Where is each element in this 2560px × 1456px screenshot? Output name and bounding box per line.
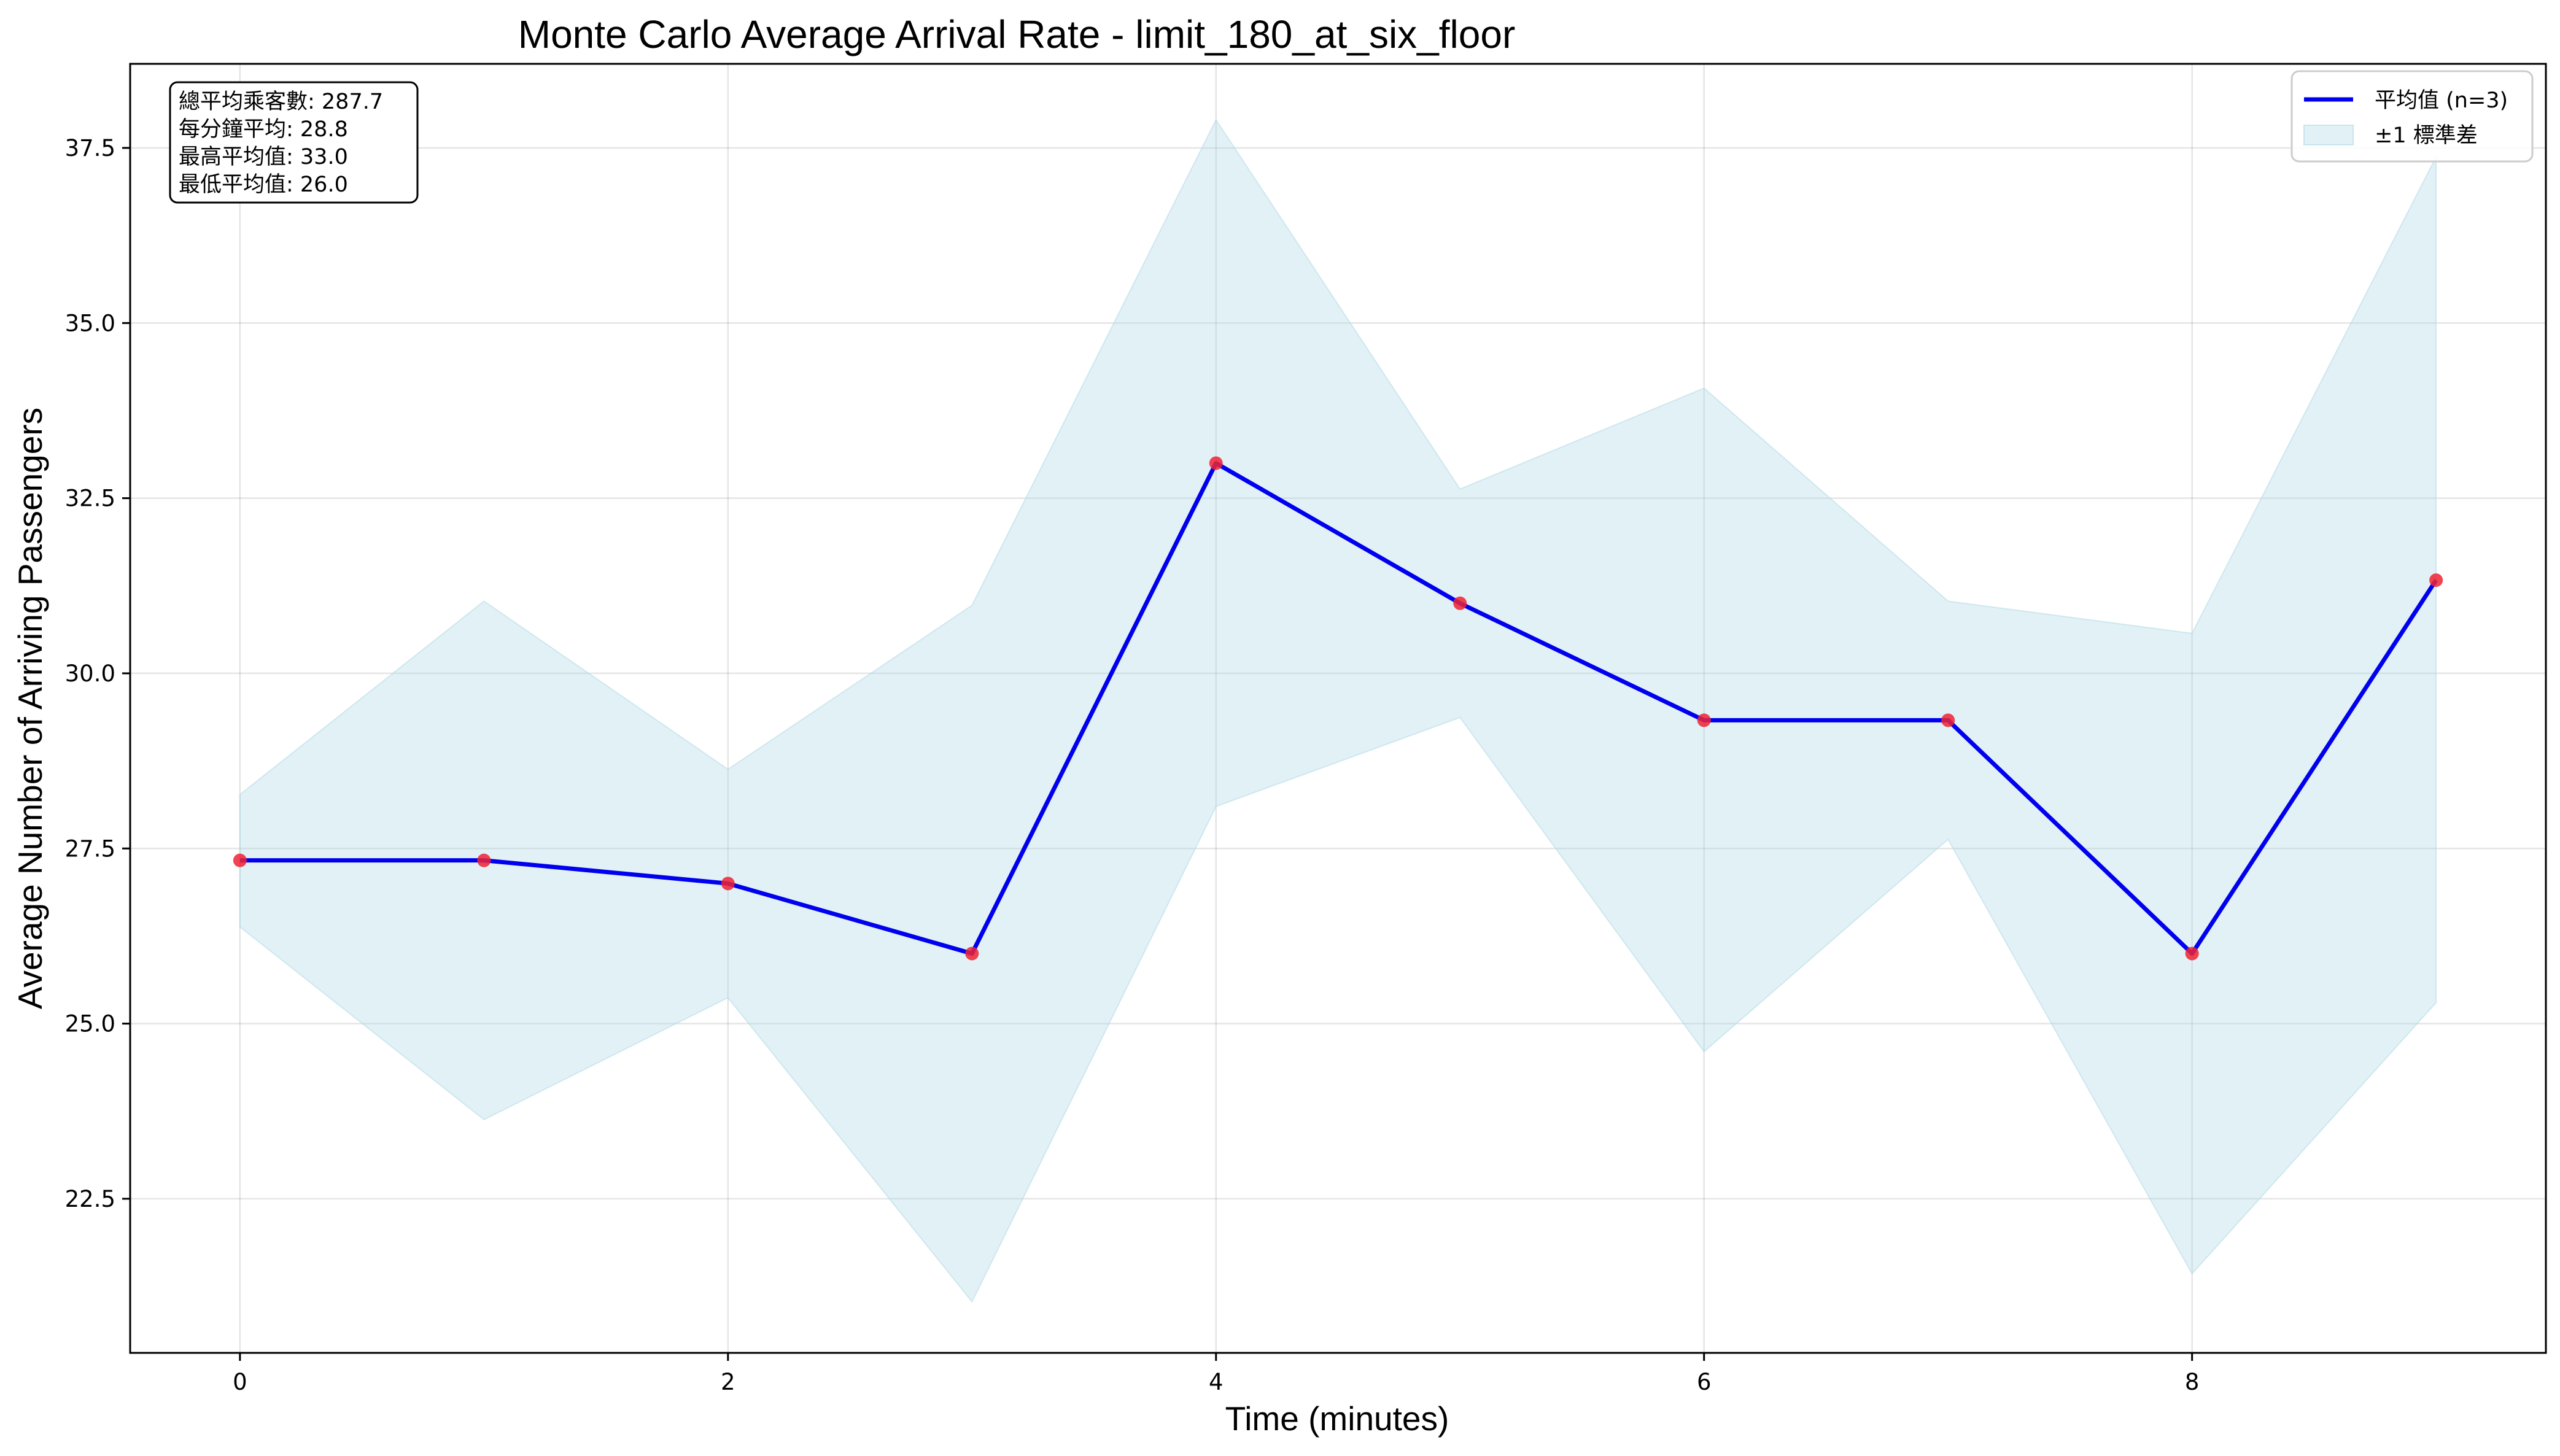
legend-label-mean: 平均值 (n=3) xyxy=(2375,88,2508,113)
mean-point xyxy=(1453,596,1467,610)
stats-box: 總平均乘客數: 287.7 每分鐘平均: 28.8 最高平均值: 33.0 最低… xyxy=(169,81,419,204)
mean-point xyxy=(2429,573,2443,587)
x-tick-label: 4 xyxy=(1209,1369,1224,1395)
mean-point xyxy=(1941,713,1955,727)
grid xyxy=(130,64,2546,1353)
y-tick-label: 37.5 xyxy=(65,135,115,161)
y-tick-label: 30.0 xyxy=(65,660,115,687)
mean-point xyxy=(233,853,247,867)
legend: 平均值 (n=3) ±1 標準差 xyxy=(2290,70,2534,163)
stats-line-total: 總平均乘客數: 287.7 xyxy=(179,90,383,114)
y-tick-label: 22.5 xyxy=(65,1186,115,1212)
chart-title: Monte Carlo Average Arrival Rate - limit… xyxy=(518,12,1516,56)
legend-band-swatch xyxy=(2303,125,2354,145)
y-tick-label: 25.0 xyxy=(65,1011,115,1037)
std-band-area xyxy=(239,118,2437,1303)
x-tick-label: 6 xyxy=(1697,1369,1712,1395)
axis-ticks: 0 2 4 6 8 22.5 25.0 27.5 30.0 32.5 35.0 37.5 xyxy=(65,135,2200,1395)
y-tick-label: 27.5 xyxy=(65,835,115,862)
mean-point xyxy=(1209,456,1223,470)
x-tick-label: 2 xyxy=(721,1369,735,1395)
stats-box-frame xyxy=(169,81,419,204)
stats-line-max: 最高平均值: 33.0 xyxy=(179,145,348,169)
stats-line-min: 最低平均值: 26.0 xyxy=(179,172,348,197)
y-axis-title: Average Number of Arriving Passengers xyxy=(11,408,49,1009)
mean-point xyxy=(477,853,491,867)
plot-frame xyxy=(129,63,2547,1354)
mean-point xyxy=(2185,947,2199,961)
x-tick-label: 8 xyxy=(2185,1369,2200,1395)
mean-series xyxy=(239,461,2438,956)
y-tick-label: 35.0 xyxy=(65,310,115,336)
legend-frame xyxy=(2290,70,2534,163)
stats-line-per-minute: 每分鐘平均: 28.8 xyxy=(179,117,348,142)
mean-point xyxy=(965,947,979,961)
x-axis-title: Time (minutes) xyxy=(1225,1400,1449,1438)
mean-points xyxy=(233,456,2443,961)
std-band xyxy=(239,118,2437,1303)
legend-label-std: ±1 標準差 xyxy=(2375,123,2478,148)
mean-point xyxy=(1697,713,1711,727)
mean-line xyxy=(239,461,2438,956)
mean-point xyxy=(721,877,735,891)
x-tick-label: 0 xyxy=(233,1369,247,1395)
y-tick-label: 32.5 xyxy=(65,486,115,512)
